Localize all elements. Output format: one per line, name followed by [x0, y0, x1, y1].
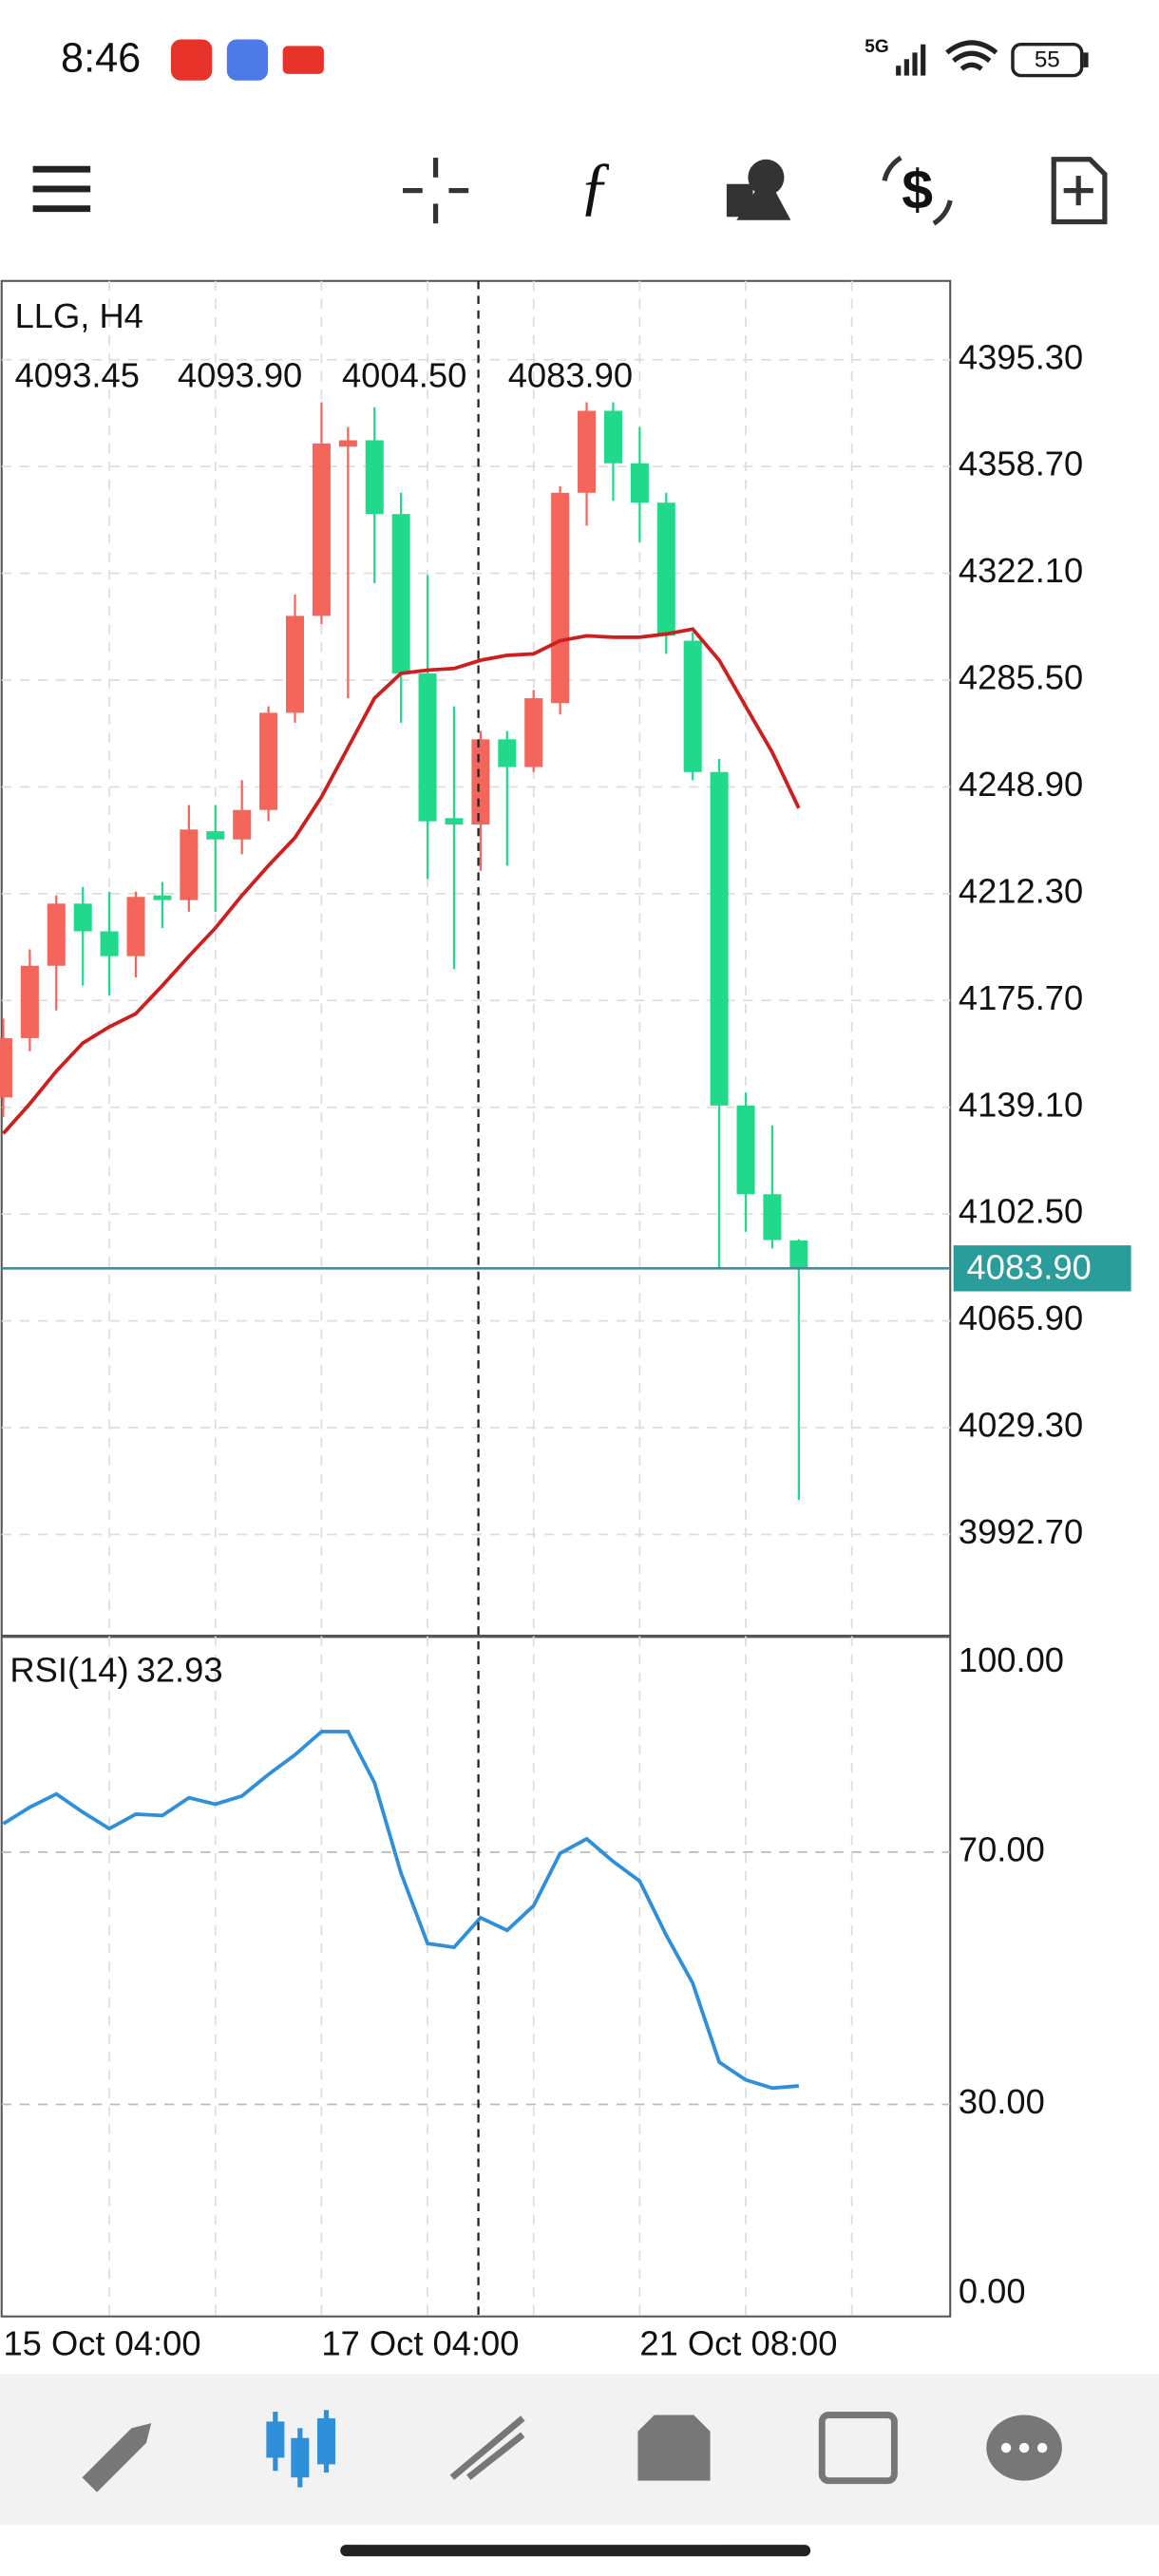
- y-tick-label: 4212.30: [959, 871, 1083, 910]
- candle-body: [445, 818, 464, 825]
- ohlc-close: 4083.90: [508, 355, 633, 394]
- ohlc-low: 4004.50: [342, 355, 466, 394]
- rsi-tick-label: 100.00: [959, 1640, 1064, 1679]
- nav-trade[interactable]: [449, 2415, 525, 2480]
- clock: 8:46: [61, 35, 141, 81]
- objects-button[interactable]: [726, 159, 791, 220]
- candle-body: [391, 514, 410, 673]
- candle-body: [285, 616, 305, 713]
- signal-icon: [896, 44, 926, 76]
- y-tick-label: 4102.50: [959, 1192, 1083, 1231]
- battery-icon: [1011, 42, 1084, 78]
- candle-body: [418, 672, 437, 822]
- x-tick-label: 17 Oct 04:00: [321, 2323, 519, 2362]
- candle-body: [656, 502, 675, 636]
- rsi-tick-label: 70.00: [959, 1829, 1045, 1868]
- candle-body: [259, 712, 278, 810]
- y-tick-label: 4322.10: [959, 551, 1083, 590]
- price-badge: [953, 1245, 1131, 1292]
- x-tick-label: 15 Oct 04:00: [3, 2323, 200, 2362]
- network-type: 5G: [864, 37, 888, 57]
- chart-frame: [0, 279, 952, 2318]
- app-icon: [226, 39, 269, 81]
- candle-body: [0, 1037, 12, 1098]
- nav-chat[interactable]: [986, 2415, 1062, 2481]
- y-tick-label: 4175.70: [959, 978, 1083, 1017]
- home-indicator: [340, 2545, 811, 2557]
- candle-body: [312, 443, 331, 616]
- y-tick-label: 4065.90: [959, 1298, 1083, 1337]
- crosshair-button[interactable]: [402, 158, 469, 224]
- candle-body: [73, 903, 92, 932]
- candle-body: [20, 965, 39, 1038]
- trade-button[interactable]: $: [882, 155, 953, 226]
- rsi-line: [2, 1730, 800, 2091]
- chart-title: LLG, H4: [15, 296, 143, 335]
- nav-quotes[interactable]: [82, 2423, 152, 2492]
- candle-body: [47, 903, 66, 966]
- rsi-name: RSI(14): [10, 1650, 128, 1689]
- y-tick-label: 4029.30: [959, 1406, 1083, 1445]
- candle-body: [736, 1105, 755, 1195]
- candle-body: [551, 492, 570, 704]
- app-icon: [282, 46, 324, 74]
- candle-body: [683, 640, 702, 772]
- rsi-value: 32.93: [137, 1650, 223, 1689]
- nav-news[interactable]: [818, 2412, 898, 2485]
- candle-body: [524, 698, 543, 767]
- candle-body: [789, 1240, 808, 1269]
- svg-text:$: $: [902, 160, 933, 221]
- rsi-tick-label: 0.00: [959, 2271, 1026, 2310]
- rsi-tick-label: 30.00: [959, 2082, 1045, 2121]
- price-badge-label: 4083.90: [967, 1248, 1092, 1287]
- nav-history[interactable]: [637, 2415, 711, 2481]
- wifi-icon: [945, 40, 998, 71]
- candle-body: [603, 410, 622, 464]
- battery-level: 55: [1035, 47, 1060, 72]
- candle-body: [153, 895, 172, 900]
- y-tick-label: 3992.70: [959, 1512, 1083, 1551]
- bottom-nav: [0, 2374, 1159, 2526]
- candle-body: [365, 440, 384, 515]
- y-tick-label: 4395.30: [959, 337, 1083, 376]
- y-tick-label: 4248.90: [959, 765, 1083, 804]
- y-tick-label: 4139.10: [959, 1085, 1083, 1124]
- candle-body: [126, 897, 145, 957]
- candle-body: [471, 739, 490, 825]
- menu-button[interactable]: [32, 165, 91, 213]
- app-icon: [170, 39, 213, 81]
- ohlc-open: 4093.45: [15, 355, 140, 394]
- x-tick-label: 21 Oct 08:00: [639, 2323, 837, 2362]
- y-tick-label: 4285.50: [959, 658, 1083, 697]
- candle-body: [498, 739, 517, 767]
- candle-body: [180, 829, 199, 900]
- candle-body: [763, 1194, 782, 1241]
- candle-body: [710, 771, 729, 1106]
- ma-line: [2, 627, 801, 1135]
- ohlc-high: 4093.90: [178, 355, 302, 394]
- candle-body: [206, 831, 225, 840]
- candle-body: [578, 410, 597, 493]
- y-tick-label: 4358.70: [959, 445, 1083, 483]
- plot: 4395.30 4358.70 4322.10 4285.50 4248.90 4212.…: [0, 280, 1131, 2362]
- battery-tip: [1083, 52, 1089, 67]
- candle-body: [338, 440, 357, 447]
- new-order-button[interactable]: [1051, 157, 1108, 225]
- candle-body: [630, 463, 649, 503]
- nav-chart[interactable]: [266, 2410, 336, 2488]
- candle-body: [100, 931, 119, 957]
- indicators-button[interactable]: ƒ: [579, 148, 612, 221]
- candle-body: [233, 809, 252, 840]
